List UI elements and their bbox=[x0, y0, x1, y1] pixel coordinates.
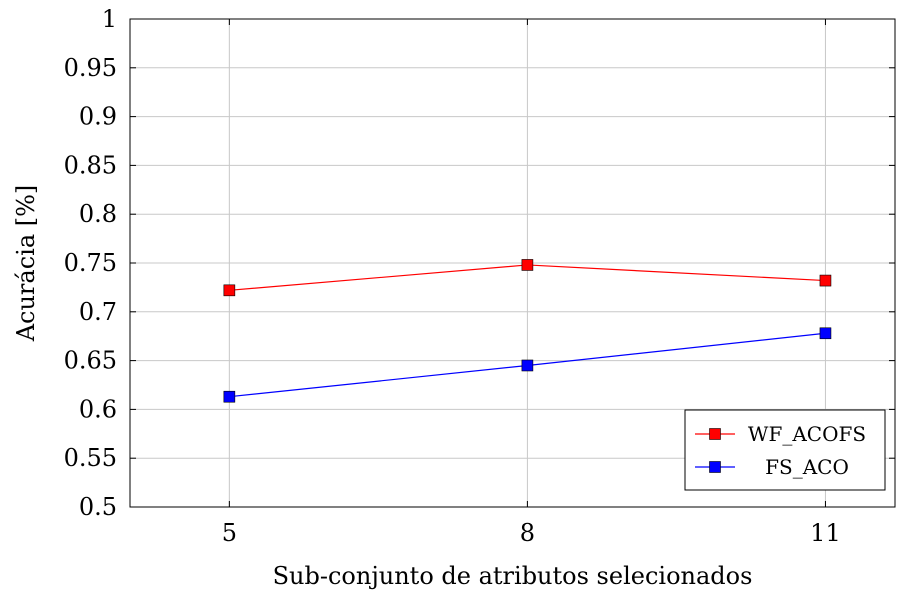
data-point-fs_aco bbox=[521, 359, 534, 372]
x-tick-label: 5 bbox=[222, 519, 237, 547]
y-tick-label: 0.8 bbox=[79, 200, 117, 228]
legend-label: FS_ACO bbox=[765, 455, 849, 479]
y-tick-label: 0.75 bbox=[64, 249, 117, 277]
y-tick-label: 0.5 bbox=[79, 493, 117, 521]
x-axis-title: Sub-conjunto de atributos selecionados bbox=[273, 562, 753, 590]
y-tick-label: 1 bbox=[102, 5, 117, 33]
legend: WF_ACOFS FS_ACO bbox=[684, 409, 886, 491]
y-tick-label: 0.55 bbox=[64, 444, 117, 472]
axis-ticks: 0.5 0.55 0.6 0.65 0.7 0.75 0.8 0.85 0.9 0.95 1 5 8 11 bbox=[64, 5, 895, 547]
y-tick-label: 0.65 bbox=[64, 347, 117, 375]
y-tick-label: 0.95 bbox=[64, 54, 117, 82]
y-tick-label: 0.7 bbox=[79, 298, 117, 326]
y-tick-label: 0.6 bbox=[79, 395, 117, 423]
series-layer bbox=[223, 259, 832, 403]
y-axis-title: Acurácia [%] bbox=[12, 185, 40, 343]
x-tick-label: 11 bbox=[810, 519, 841, 547]
legend-marker bbox=[709, 428, 721, 440]
x-tick-label: 8 bbox=[520, 519, 535, 547]
data-point-wf_acofs bbox=[819, 274, 832, 287]
y-tick-label: 0.85 bbox=[64, 151, 117, 179]
legend-label: WF_ACOFS bbox=[748, 422, 866, 446]
y-tick-label: 0.9 bbox=[79, 103, 117, 131]
data-point-wf_acofs bbox=[223, 284, 236, 297]
data-point-fs_aco bbox=[223, 390, 236, 403]
legend-box bbox=[684, 409, 886, 491]
data-point-wf_acofs bbox=[521, 259, 534, 271]
data-point-fs_aco bbox=[819, 327, 832, 340]
legend-marker bbox=[709, 461, 721, 473]
